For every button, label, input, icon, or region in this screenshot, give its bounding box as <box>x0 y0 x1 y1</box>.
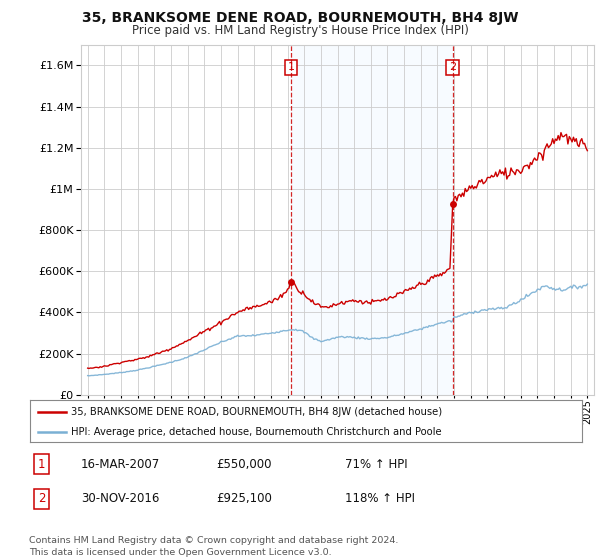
Text: 1: 1 <box>38 458 45 471</box>
Text: 35, BRANKSOME DENE ROAD, BOURNEMOUTH, BH4 8JW: 35, BRANKSOME DENE ROAD, BOURNEMOUTH, BH… <box>82 11 518 25</box>
Text: This data is licensed under the Open Government Licence v3.0.: This data is licensed under the Open Gov… <box>29 548 331 557</box>
Text: 118% ↑ HPI: 118% ↑ HPI <box>345 492 415 506</box>
Text: 30-NOV-2016: 30-NOV-2016 <box>81 492 160 506</box>
Text: 2: 2 <box>38 492 45 506</box>
Bar <box>291 45 453 395</box>
Text: 1: 1 <box>287 63 295 72</box>
Text: 71% ↑ HPI: 71% ↑ HPI <box>345 458 407 471</box>
Text: £925,100: £925,100 <box>216 492 272 506</box>
Text: Contains HM Land Registry data © Crown copyright and database right 2024.: Contains HM Land Registry data © Crown c… <box>29 536 398 545</box>
Text: 16-MAR-2007: 16-MAR-2007 <box>81 458 160 471</box>
Text: 2: 2 <box>449 63 456 72</box>
Text: £550,000: £550,000 <box>216 458 271 471</box>
Text: 35, BRANKSOME DENE ROAD, BOURNEMOUTH, BH4 8JW (detached house): 35, BRANKSOME DENE ROAD, BOURNEMOUTH, BH… <box>71 407 443 417</box>
Text: Price paid vs. HM Land Registry's House Price Index (HPI): Price paid vs. HM Land Registry's House … <box>131 24 469 36</box>
Text: HPI: Average price, detached house, Bournemouth Christchurch and Poole: HPI: Average price, detached house, Bour… <box>71 427 442 437</box>
